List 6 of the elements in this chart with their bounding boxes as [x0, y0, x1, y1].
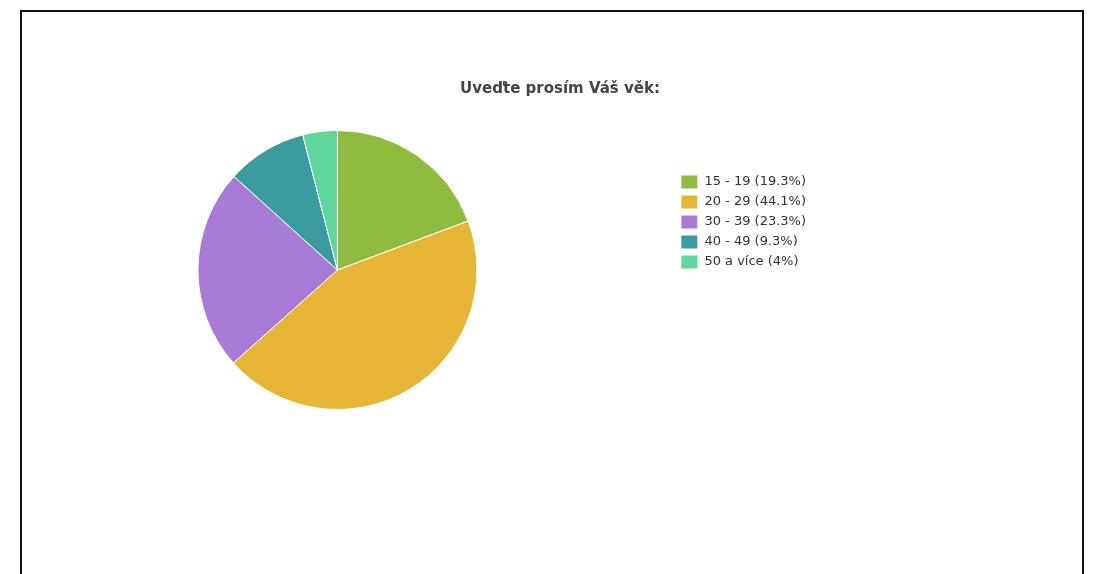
legend-label: 15 - 19 (19.3%): [704, 173, 807, 189]
legend-label: 20 - 29 (44.1%): [704, 193, 807, 209]
legend-label: 50 a více (4%): [704, 253, 799, 269]
chart-title: Uveďte prosím Váš věk:: [460, 78, 660, 98]
legend-label: 30 - 39 (23.3%): [704, 213, 807, 229]
legend-label: 40 - 49 (9.3%): [704, 233, 798, 249]
